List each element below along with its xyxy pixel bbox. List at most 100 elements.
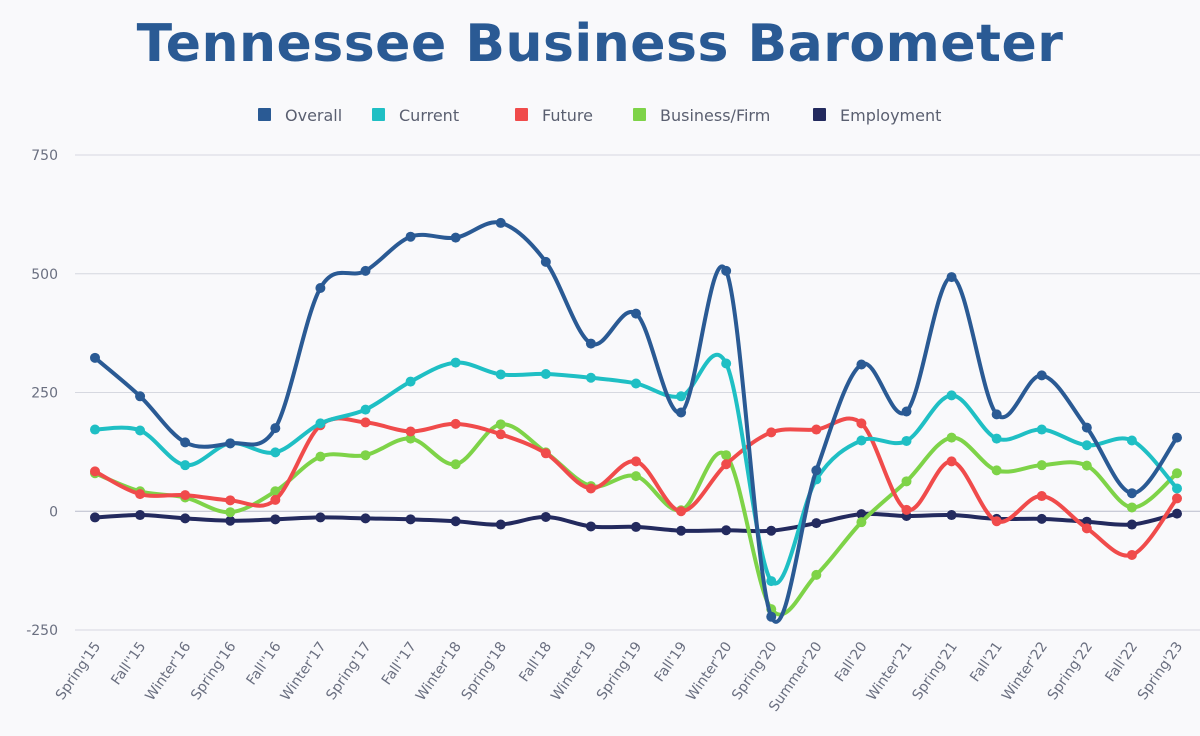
data-point — [676, 506, 687, 517]
data-point — [495, 369, 506, 380]
data-point — [1172, 483, 1182, 494]
data-point — [180, 513, 191, 524]
data-point — [991, 409, 1002, 420]
data-point — [495, 519, 506, 530]
x-tick-label: Winter'18 — [413, 639, 465, 704]
data-point — [991, 433, 1002, 444]
data-point — [360, 404, 371, 415]
data-point — [676, 525, 687, 536]
data-point — [450, 459, 461, 470]
data-point — [450, 357, 461, 368]
data-point — [1126, 502, 1137, 513]
x-tick-label: Spring'22 — [1045, 639, 1096, 703]
data-point — [585, 521, 596, 532]
data-point — [1036, 424, 1047, 435]
data-point — [946, 510, 957, 521]
data-point — [1081, 523, 1092, 534]
data-point — [811, 569, 822, 580]
data-point — [135, 510, 146, 521]
x-tick-label: Spring'17 — [323, 639, 374, 703]
data-point — [90, 424, 100, 435]
data-point — [225, 515, 236, 526]
legend-swatch — [813, 108, 826, 121]
data-point — [225, 438, 236, 449]
data-point — [1036, 460, 1047, 471]
data-point — [360, 450, 371, 461]
data-point — [495, 419, 506, 430]
chart-title: Tennessee Business Barometer — [136, 14, 1064, 74]
data-point — [585, 372, 596, 383]
data-point — [766, 576, 777, 587]
data-point — [766, 525, 777, 536]
data-point — [676, 407, 687, 418]
data-point — [270, 486, 281, 497]
data-point — [721, 450, 732, 461]
data-point — [180, 437, 191, 448]
x-tick-label: Spring'21 — [909, 639, 960, 703]
y-tick-label: 0 — [49, 504, 58, 520]
data-point — [135, 425, 146, 436]
data-point — [1081, 460, 1092, 471]
data-point — [811, 424, 822, 435]
x-tick-label: Spring'18 — [459, 639, 510, 703]
x-tick-label: Spring'15 — [53, 639, 104, 703]
data-point — [1036, 491, 1047, 502]
y-tick-label: 500 — [31, 267, 58, 283]
data-point — [631, 456, 641, 467]
legend-label: Overall — [285, 106, 342, 125]
x-tick-label: Fall''15 — [108, 639, 149, 688]
data-point — [585, 338, 596, 349]
data-point — [315, 512, 326, 523]
data-point — [901, 435, 912, 446]
data-point — [1172, 508, 1182, 519]
data-point — [1126, 435, 1137, 446]
y-tick-label: 750 — [31, 148, 58, 164]
data-point — [1036, 370, 1047, 381]
data-point — [315, 418, 326, 429]
data-point — [1172, 468, 1182, 479]
data-point — [540, 448, 551, 459]
data-point — [856, 418, 867, 429]
data-point — [405, 426, 416, 437]
y-tick-label: 250 — [31, 386, 58, 402]
data-point — [405, 514, 416, 525]
data-point — [270, 494, 281, 505]
data-point — [270, 423, 281, 434]
y-tick-label: -250 — [26, 623, 58, 639]
data-point — [270, 514, 281, 525]
data-point — [405, 376, 416, 387]
data-point — [360, 417, 371, 428]
data-point — [1081, 440, 1092, 451]
x-tick-label: Spring'23 — [1135, 639, 1186, 703]
data-point — [901, 504, 912, 515]
data-point — [811, 518, 822, 529]
x-tick-label: Spring'20 — [729, 639, 780, 703]
data-point — [1172, 493, 1182, 504]
x-tick-label: Winter'17 — [278, 639, 330, 704]
data-point — [180, 460, 191, 471]
data-point — [405, 433, 416, 444]
data-point — [1036, 513, 1047, 524]
data-point — [1126, 519, 1137, 530]
data-point — [946, 390, 957, 401]
legend-label: Future — [542, 106, 593, 125]
legend-swatch — [372, 108, 385, 121]
data-point — [90, 512, 100, 523]
data-point — [766, 611, 777, 622]
data-point — [1081, 422, 1092, 433]
legend-label: Current — [399, 106, 459, 125]
data-point — [585, 483, 596, 494]
x-tick-label: Fall''16 — [244, 639, 285, 688]
data-point — [360, 265, 371, 276]
legend-swatch — [633, 108, 646, 121]
x-tick-label: Fall'18 — [516, 639, 555, 685]
x-tick-label: Fall'19 — [652, 639, 691, 685]
data-point — [946, 456, 957, 467]
data-point — [721, 525, 732, 536]
x-tick-label: Winter'16 — [142, 639, 194, 704]
x-tick-label: Winter'22 — [999, 639, 1051, 704]
data-point — [721, 358, 732, 369]
data-point — [721, 265, 732, 276]
legend-label: Business/Firm — [660, 106, 770, 125]
